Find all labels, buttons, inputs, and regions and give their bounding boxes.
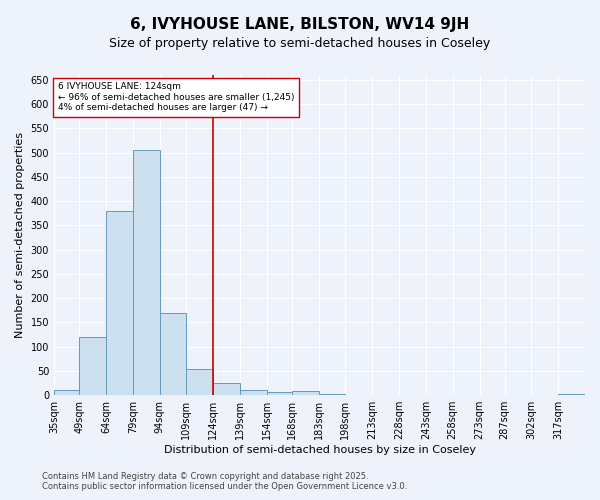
Bar <box>292 392 319 395</box>
Bar <box>133 150 160 395</box>
Bar <box>54 390 79 395</box>
Bar <box>79 337 106 395</box>
Bar <box>558 394 585 395</box>
Bar <box>213 383 240 395</box>
Bar <box>160 312 187 395</box>
Bar <box>240 390 267 395</box>
Text: Contains public sector information licensed under the Open Government Licence v3: Contains public sector information licen… <box>42 482 407 491</box>
Text: 6 IVYHOUSE LANE: 124sqm
← 96% of semi-detached houses are smaller (1,245)
4% of : 6 IVYHOUSE LANE: 124sqm ← 96% of semi-de… <box>58 82 294 112</box>
X-axis label: Distribution of semi-detached houses by size in Coseley: Distribution of semi-detached houses by … <box>164 445 476 455</box>
Text: 6, IVYHOUSE LANE, BILSTON, WV14 9JH: 6, IVYHOUSE LANE, BILSTON, WV14 9JH <box>130 18 470 32</box>
Bar <box>106 211 133 395</box>
Bar <box>187 368 213 395</box>
Bar <box>319 394 346 395</box>
Text: Size of property relative to semi-detached houses in Coseley: Size of property relative to semi-detach… <box>109 38 491 51</box>
Bar <box>267 392 292 395</box>
Y-axis label: Number of semi-detached properties: Number of semi-detached properties <box>15 132 25 338</box>
Text: Contains HM Land Registry data © Crown copyright and database right 2025.: Contains HM Land Registry data © Crown c… <box>42 472 368 481</box>
